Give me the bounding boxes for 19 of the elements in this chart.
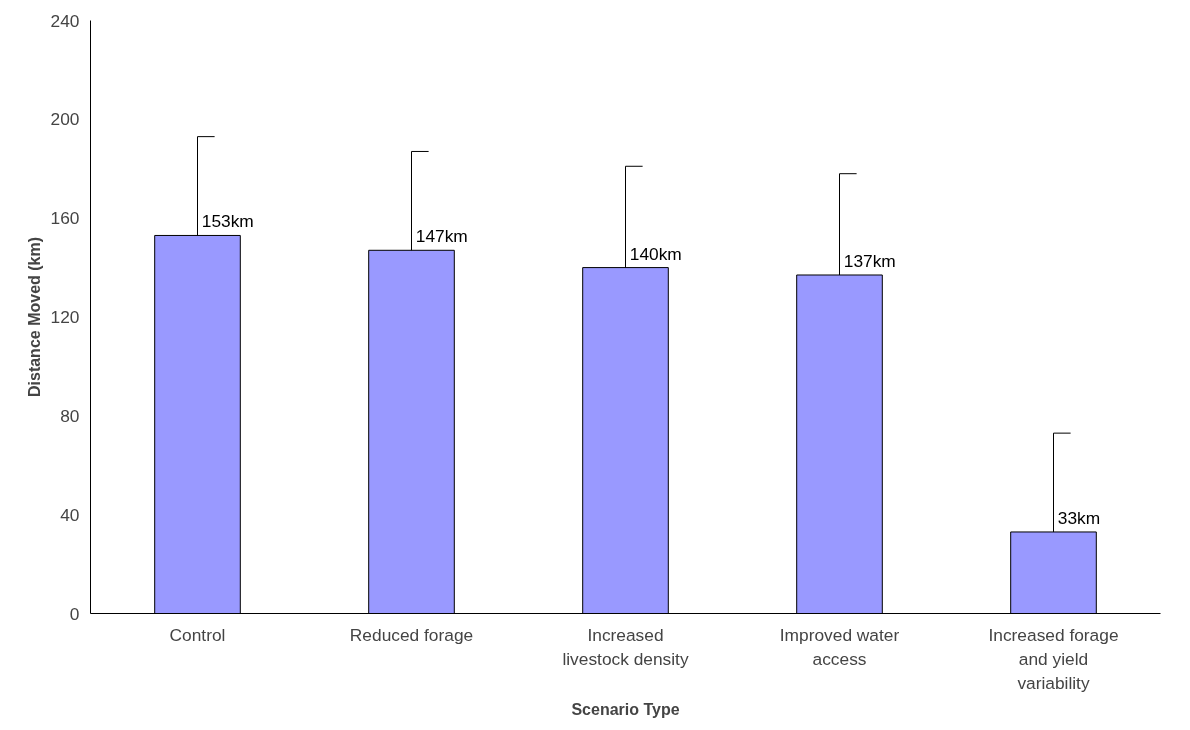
x-axis-title: Scenario Type (571, 700, 680, 718)
y-tick-label: 80 (60, 405, 80, 426)
y-tick-label: 160 (50, 208, 80, 229)
y-tick-label: 240 (50, 10, 80, 31)
y-tick-label: 200 (50, 109, 80, 130)
data-label: 140km (629, 243, 682, 264)
data-label: 33km (1057, 507, 1101, 528)
y-tick-label: 120 (50, 307, 80, 327)
x-tick-label: Increased forage and yield variability (988, 624, 1119, 693)
x-tick-label: Reduced forage (349, 624, 474, 645)
y-tick-label: 0 (69, 603, 80, 624)
x-tick-label: Improved water access (779, 624, 900, 669)
x-tick-label: Control (169, 624, 226, 645)
y-axis-title: Distance Moved (km) (25, 236, 43, 398)
data-label: 147km (415, 226, 468, 247)
x-tick-label: Increased livestock density (562, 624, 689, 669)
data-label: 153km (201, 211, 254, 232)
data-label: 137km (843, 251, 896, 271)
y-tick-label: 40 (60, 504, 80, 525)
